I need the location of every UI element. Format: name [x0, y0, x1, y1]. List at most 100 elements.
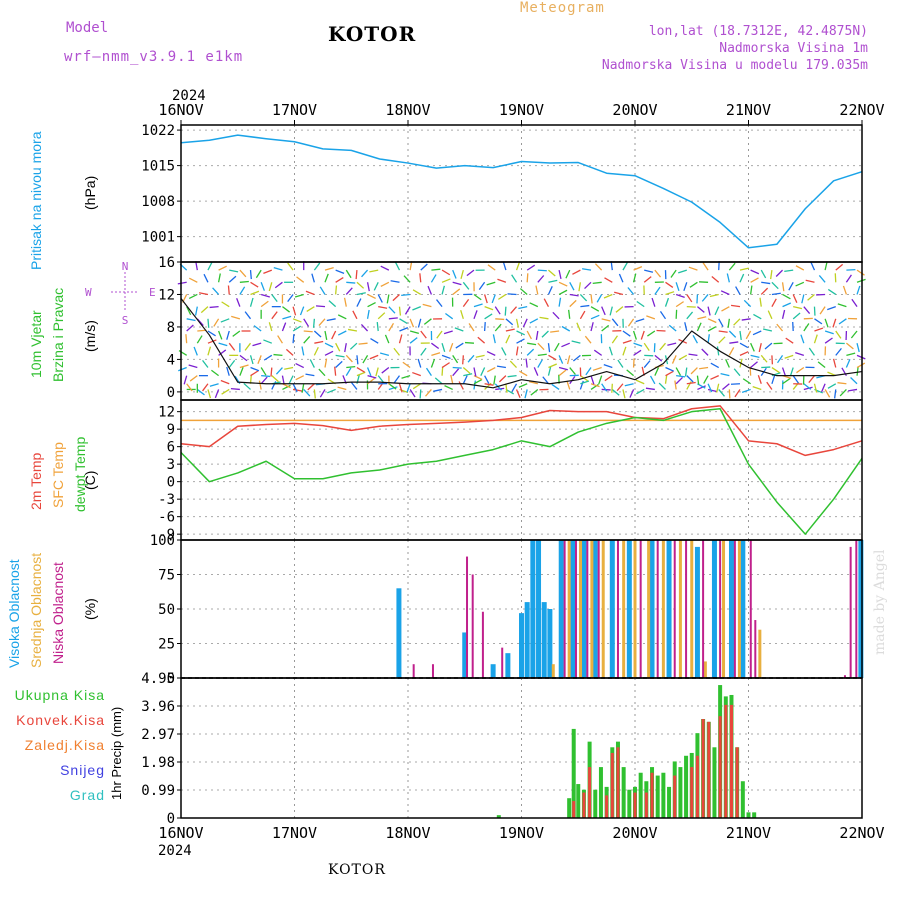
wind-barb — [249, 297, 254, 307]
wind-barb — [260, 293, 270, 298]
date-tick-bottom: 20NOV — [612, 824, 657, 842]
wind-barb — [566, 380, 571, 390]
wind-barb — [335, 354, 345, 358]
wind-barb — [686, 294, 693, 303]
wind-barb — [547, 286, 553, 295]
wind-barb — [590, 383, 600, 388]
wind-barb — [686, 311, 694, 320]
y-tick-label: -6 — [158, 510, 175, 526]
cloud-bar-mid — [737, 540, 741, 678]
wind-barb — [460, 310, 464, 320]
wind-barb — [601, 383, 608, 392]
wind-barb — [659, 342, 667, 351]
wind-barb — [813, 383, 818, 393]
wind-barb — [584, 335, 592, 344]
y-tick-label: 6 — [167, 440, 175, 456]
wind-barb — [548, 279, 558, 283]
wind-barb — [398, 383, 403, 393]
wind-barb — [198, 292, 209, 296]
wind-barb — [511, 274, 518, 283]
wind-barb — [665, 366, 674, 372]
wind-barb — [497, 278, 507, 283]
date-tick-top: 18NOV — [385, 101, 430, 119]
wind-barb — [505, 318, 514, 326]
wind-barb — [686, 375, 694, 383]
wind-barb — [355, 270, 358, 280]
wind-barb — [220, 318, 230, 323]
wind-barb — [260, 282, 265, 291]
wind-barb — [771, 298, 777, 307]
wind-barb — [335, 342, 341, 352]
wind-barb — [430, 274, 437, 283]
precip-bar-convective — [695, 755, 699, 818]
wind-barb — [803, 323, 810, 332]
wind-barb — [565, 269, 571, 279]
wind-barb — [749, 285, 753, 295]
wind-barb — [239, 354, 248, 362]
wind-barb — [345, 269, 352, 279]
wind-barb — [226, 366, 230, 376]
wind-barb — [344, 343, 347, 353]
precip-bar-total — [638, 772, 643, 818]
lonlat-label: lon,lat (18.7312E, 42.4875N) — [648, 24, 868, 39]
wind-barb — [727, 318, 730, 328]
wind-barb — [795, 281, 805, 287]
y-tick-label: -9 — [158, 527, 175, 543]
wind-barb — [409, 318, 415, 328]
wind-barb — [733, 318, 741, 326]
wind-barb — [590, 322, 594, 332]
wind-barb — [305, 290, 315, 296]
wind-barb — [228, 342, 236, 351]
wind-barb — [294, 293, 304, 298]
wind-barb — [356, 292, 366, 296]
cloud-bar-high — [649, 540, 655, 678]
wind-barb — [258, 380, 262, 390]
wind-barb — [441, 366, 444, 376]
precip-bar-total — [655, 775, 660, 818]
wind-barb — [803, 386, 813, 391]
wind-barb — [533, 367, 539, 376]
wind-barb — [401, 293, 411, 297]
date-tick-bottom: 18NOV — [385, 824, 430, 842]
wind-barb — [252, 342, 262, 347]
wind-barb — [287, 294, 294, 303]
wind-barb — [455, 342, 464, 349]
y-tick-label: 0.99 — [141, 783, 175, 799]
wind-barb — [185, 334, 188, 344]
wind-barb — [337, 386, 347, 391]
wind-barb — [257, 355, 262, 364]
wind-barb — [856, 366, 859, 376]
wind-barb — [444, 385, 453, 391]
wind-barb — [292, 306, 297, 316]
wind-barb — [507, 375, 517, 378]
wind-barb — [403, 275, 411, 283]
wind-barb — [315, 305, 326, 308]
cloud-bar-high — [666, 540, 672, 678]
wind-barb — [675, 367, 682, 376]
cloud-bar-low — [702, 540, 705, 678]
wind-barb — [626, 369, 634, 377]
wind-barb — [193, 346, 198, 356]
wind-barb — [324, 273, 329, 283]
wind-barb — [579, 294, 588, 302]
wind-barb — [585, 367, 592, 376]
wind-barb — [388, 386, 398, 391]
wind-barb — [249, 374, 252, 384]
model-name: wrf–nmm_v3.9.1 e1km — [64, 49, 244, 65]
precip-bar-convective — [729, 704, 733, 818]
precip-bar-convective — [605, 795, 609, 818]
wind-barb — [226, 330, 230, 340]
wind-barb — [441, 269, 451, 276]
wind-barb — [551, 383, 560, 390]
wind-barb — [683, 282, 688, 292]
wind-barb — [636, 300, 645, 308]
wind-barb — [604, 375, 613, 382]
wind-barb — [782, 302, 792, 308]
wind-barb — [409, 330, 419, 334]
wind-barb — [567, 309, 571, 319]
legend-total-rain: Ukupna Kisa — [14, 687, 105, 703]
precip-bar-total — [576, 784, 581, 818]
wind-barb — [617, 359, 624, 368]
wind-barb — [596, 294, 603, 303]
wind-barb — [718, 318, 724, 328]
